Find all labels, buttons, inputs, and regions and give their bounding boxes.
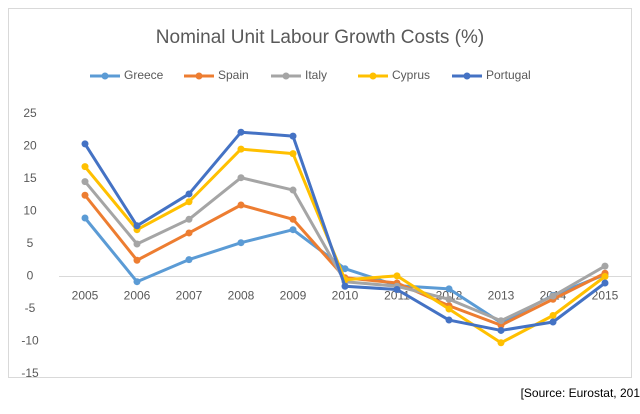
data-point (549, 318, 557, 326)
data-point (289, 226, 297, 234)
data-point (185, 256, 193, 264)
data-point (601, 273, 609, 280)
data-point (549, 292, 557, 300)
legend-marker (282, 72, 290, 80)
x-tick-label: 2015 (592, 289, 619, 303)
data-point (133, 240, 141, 248)
data-point (289, 215, 297, 223)
data-point (185, 190, 193, 198)
legend-label: Portugal (486, 68, 531, 82)
data-point (601, 279, 609, 287)
y-tick-label: 25 (23, 106, 37, 120)
data-point (289, 132, 297, 140)
x-tick-label: 2008 (228, 289, 255, 303)
data-point (237, 201, 245, 209)
data-point (445, 316, 453, 324)
chart-border (8, 8, 632, 378)
data-point (237, 145, 245, 153)
data-point (341, 265, 349, 273)
data-point (237, 174, 245, 182)
legend-marker (369, 72, 377, 80)
data-point (393, 286, 401, 293)
data-point (133, 256, 141, 264)
y-tick-label: 5 (27, 236, 34, 250)
data-point (81, 140, 89, 148)
data-point (341, 282, 349, 290)
legend-marker (195, 72, 203, 80)
data-point (497, 326, 505, 334)
data-point (445, 295, 453, 303)
data-point (185, 215, 193, 223)
y-tick-label: 20 (23, 139, 37, 153)
y-tick-label: -5 (25, 301, 36, 315)
data-point (289, 186, 297, 194)
data-point (133, 278, 141, 286)
chart-title: Nominal Unit Labour Growth Costs (%) (156, 27, 484, 48)
y-tick-label: -15 (21, 366, 39, 380)
data-point (393, 272, 401, 280)
data-point (81, 163, 89, 171)
x-tick-label: 2007 (176, 289, 203, 303)
data-point (289, 150, 297, 158)
x-tick-label: 2005 (72, 289, 99, 303)
data-point (549, 312, 557, 319)
data-point (185, 229, 193, 237)
x-tick-label: 2006 (124, 289, 151, 303)
legend-label: Cyprus (392, 68, 430, 82)
y-tick-label: 15 (23, 171, 37, 185)
y-tick-label: 0 (27, 269, 34, 283)
legend-label: Spain (218, 68, 249, 82)
y-tick-label: 10 (23, 204, 37, 218)
data-point (237, 128, 245, 136)
data-point (185, 198, 193, 206)
x-tick-label: 2010 (332, 289, 359, 303)
data-point (133, 222, 141, 230)
data-point (445, 285, 453, 293)
data-point (81, 191, 89, 199)
legend-marker (463, 72, 471, 80)
y-tick-label: -10 (21, 334, 39, 348)
x-tick-label: 2009 (280, 289, 307, 303)
data-point (601, 262, 609, 270)
legend-label: Greece (124, 68, 164, 82)
data-point (445, 305, 453, 313)
legend-marker (101, 72, 109, 80)
data-point (497, 339, 505, 347)
x-tick-label: 2013 (488, 289, 515, 303)
legend-label: Italy (305, 68, 327, 82)
source-note: [Source: Eurostat, 201 (521, 386, 640, 400)
data-point (81, 214, 89, 222)
data-point (497, 317, 505, 325)
data-point (81, 178, 89, 186)
data-point (237, 239, 245, 247)
